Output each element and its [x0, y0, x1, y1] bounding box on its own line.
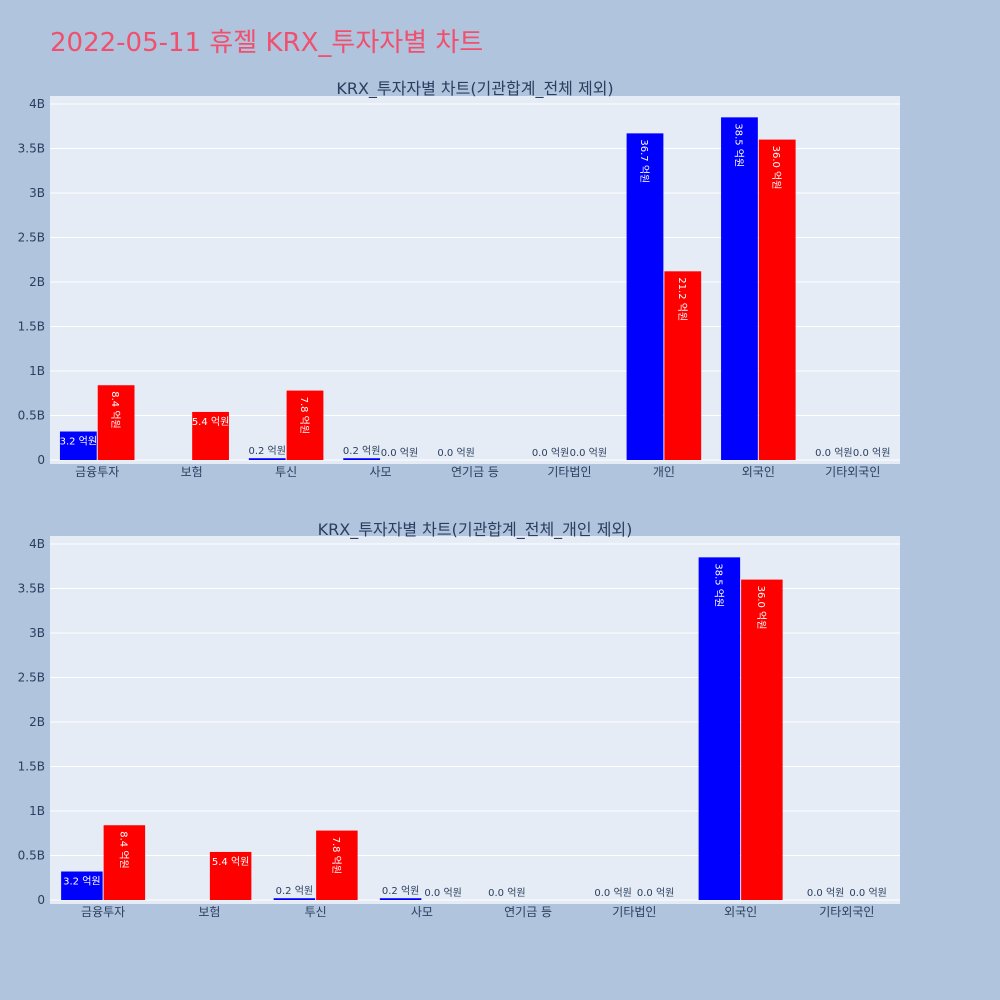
- chart2-data-label: 0.2 억원: [382, 885, 419, 897]
- chart1-ytick-label: 2.5B: [18, 231, 45, 245]
- chart1-bar: [343, 458, 381, 460]
- chart2-xtick-label: 기타법인: [612, 905, 656, 919]
- chart1-data-label: 8.4 억원: [109, 391, 121, 428]
- chart1-data-label: 3.2 억원: [60, 436, 97, 448]
- chart2-data-label: 0.2 억원: [276, 885, 313, 897]
- chart1-data-label: 0.0 억원: [570, 447, 607, 459]
- chart1-ytick-label: 2B: [29, 275, 45, 289]
- chart1-bar: [248, 458, 286, 460]
- chart2-ytick-label: 0.5B: [18, 849, 45, 863]
- chart2-data-label: 0.0 억원: [637, 887, 674, 899]
- chart1-xtick-label: 기타외국인: [825, 465, 880, 479]
- chart2-data-label: 0.0 억원: [807, 887, 844, 899]
- chart2-xtick-label: 사모: [411, 905, 433, 919]
- chart2-bar: [209, 851, 252, 900]
- chart2-xtick-label: 기타외국인: [819, 905, 874, 919]
- chart1-bar: [286, 390, 324, 460]
- chart1-xtick-label: 개인: [653, 465, 675, 479]
- chart2-bar: [316, 830, 358, 900]
- chart1-xtick-label: 연기금 등: [451, 465, 499, 479]
- chart1-xtick-label: 기타법인: [547, 465, 591, 479]
- chart2-ytick-label: 2.5B: [18, 671, 45, 685]
- chart2-ytick-label: 3B: [29, 626, 45, 640]
- chart1-bar: [721, 117, 758, 460]
- chart1-ytick-label: 4B: [29, 97, 45, 111]
- chart1-title: KRX_투자자별 차트(기관합계_전체 제외): [336, 79, 613, 99]
- chart2-data-label: 0.0 억원: [849, 887, 886, 899]
- chart2-bar: [379, 898, 422, 900]
- chart2-data-label: 5.4 억원: [212, 856, 249, 868]
- chart1-ytick-label: 0.5B: [18, 409, 45, 423]
- chart1-data-label: 0.0 억원: [437, 447, 474, 459]
- chart1-bar: [626, 133, 664, 460]
- chart2-title: KRX_투자자별 차트(기관합계_전체_개인 제외): [318, 520, 633, 540]
- chart2-xtick-label: 금융투자: [81, 905, 125, 919]
- chart2-data-label: 38.5 억원: [712, 563, 724, 607]
- chart1-data-label: 0.2 억원: [248, 445, 285, 457]
- chart1-ytick-label: 3.5B: [18, 142, 45, 156]
- chart1-bar: [758, 139, 796, 460]
- chart1-xtick-label: 금융투자: [75, 465, 119, 479]
- chart2-ytick-label: 3.5B: [18, 582, 45, 596]
- page-title: 2022-05-11 휴젤 KRX_투자자별 차트: [50, 28, 484, 58]
- chart1-xtick-label: 외국인: [742, 465, 775, 479]
- chart1-data-label: 7.8 억원: [298, 397, 310, 434]
- chart1-xtick-label: 보험: [181, 465, 203, 479]
- chart2-data-label: 0.0 억원: [488, 887, 525, 899]
- chart2-bar: [698, 557, 741, 900]
- chart1-bar: [59, 431, 97, 460]
- chart1-data-label: 0.0 억원: [815, 447, 852, 459]
- chart1-data-label: 21.2 억원: [676, 277, 688, 321]
- chart2-data-label: 0.0 억원: [594, 887, 631, 899]
- chart2-ytick-label: 0: [37, 893, 45, 907]
- chart2-ytick-label: 1.5B: [18, 760, 45, 774]
- chart2-xtick-label: 투신: [305, 905, 327, 919]
- chart2-bar: [741, 579, 783, 900]
- chart2-data-label: 0.0 억원: [424, 887, 461, 899]
- chart1-ytick-label: 0: [37, 453, 45, 467]
- chart2-ytick-label: 4B: [29, 537, 45, 551]
- chart2-bar: [61, 871, 103, 900]
- chart1-data-label: 36.0 억원: [770, 146, 782, 190]
- chart1-ytick-label: 1B: [29, 364, 45, 378]
- chart1-bar: [192, 411, 229, 460]
- chart1-data-label: 0.0 억원: [532, 447, 569, 459]
- chart2-ytick-label: 2B: [29, 715, 45, 729]
- chart2-data-label: 8.4 억원: [117, 831, 129, 868]
- chart2-data-label: 36.0 억원: [755, 586, 767, 630]
- chart2-xtick-label: 외국인: [724, 905, 757, 919]
- chart2-data-label: 3.2 억원: [63, 876, 100, 888]
- chart1-bar: [664, 271, 702, 460]
- chart1-data-label: 0.0 억원: [381, 447, 418, 459]
- chart1-data-label: 5.4 억원: [192, 416, 229, 428]
- chart1-ytick-label: 3B: [29, 186, 45, 200]
- chart1-data-label: 0.2 억원: [343, 445, 380, 457]
- chart1-data-label: 0.0 억원: [853, 447, 890, 459]
- chart1-xtick-label: 사모: [370, 465, 392, 479]
- chart1-xtick-label: 투신: [275, 465, 297, 479]
- chart2-xtick-label: 연기금 등: [504, 905, 552, 919]
- chart2-xtick-label: 보험: [198, 905, 220, 919]
- chart2-ytick-label: 1B: [29, 804, 45, 818]
- chart2-bar: [103, 825, 146, 900]
- chart1-ytick-label: 1.5B: [18, 320, 45, 334]
- chart1-plot-area: [50, 96, 900, 464]
- chart1-data-label: 36.7 억원: [638, 139, 650, 183]
- chart1-data-label: 38.5 억원: [732, 123, 744, 167]
- chart2-bar: [273, 898, 316, 900]
- chart1-bar: [97, 385, 135, 460]
- chart2-data-label: 7.8 억원: [330, 837, 342, 874]
